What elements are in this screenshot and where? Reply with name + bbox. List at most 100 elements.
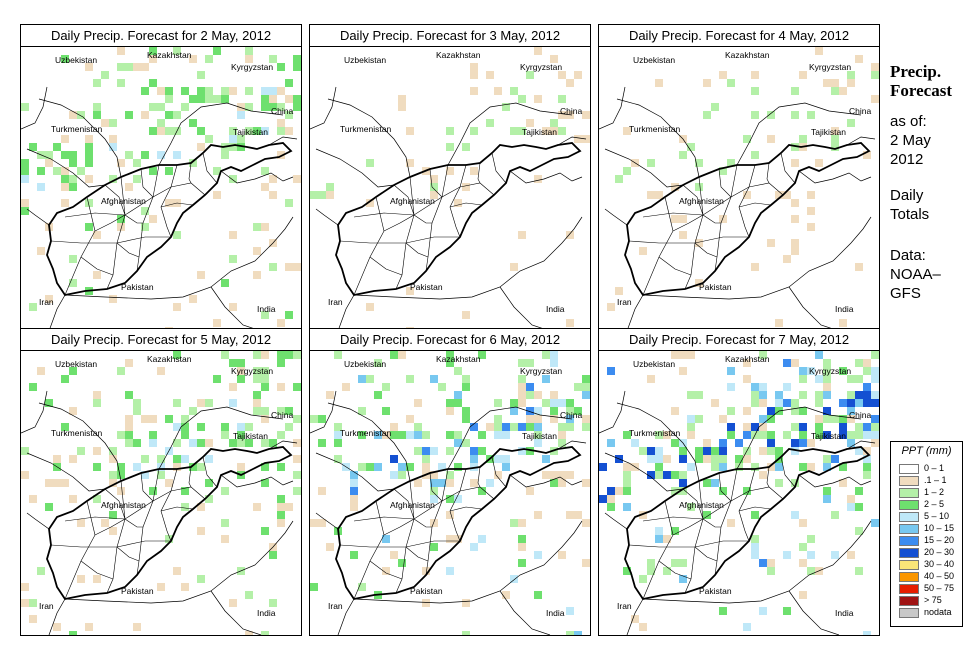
precip-cell — [229, 359, 237, 367]
precip-cell — [133, 175, 141, 183]
precip-cell — [518, 535, 526, 543]
precip-cell — [133, 63, 141, 71]
precip-cell — [21, 207, 29, 215]
precip-cell — [574, 631, 582, 635]
province-line — [140, 168, 154, 198]
precip-cell — [197, 439, 205, 447]
country-label-afghanistan: Afghanistan — [679, 500, 724, 510]
precip-cell — [390, 423, 398, 431]
precip-cell — [293, 487, 301, 495]
precip-cell — [117, 47, 125, 55]
precip-cell — [831, 79, 839, 87]
precip-cell — [574, 383, 582, 391]
precip-cell — [229, 255, 237, 263]
precip-cell — [229, 87, 237, 95]
precip-cell — [69, 111, 77, 119]
precip-cell — [165, 535, 173, 543]
precip-cell — [751, 383, 759, 391]
precip-cell — [566, 319, 574, 327]
province-line — [642, 196, 674, 296]
precip-cell — [767, 415, 775, 423]
country-label-uzbekistan: Uzbekistan — [344, 359, 386, 369]
precip-cell — [679, 471, 687, 479]
precip-cell — [574, 511, 582, 519]
precip-cell — [189, 119, 197, 127]
precip-cell — [93, 79, 101, 87]
precip-cell — [863, 447, 871, 455]
precip-cell — [406, 159, 414, 167]
precip-cell — [133, 439, 141, 447]
precip-cell — [430, 543, 438, 551]
precip-cell — [839, 367, 847, 375]
province-line — [353, 500, 385, 600]
precip-cell — [711, 463, 719, 471]
precip-cell — [727, 407, 735, 415]
precip-cell — [253, 407, 261, 415]
precip-cell — [29, 303, 37, 311]
precip-cell — [574, 135, 582, 143]
precip-cell — [197, 423, 205, 431]
province-line — [642, 500, 674, 600]
precip-cell — [462, 631, 470, 635]
precip-cell — [430, 471, 438, 479]
precip-cell — [815, 375, 823, 383]
precip-cell — [871, 399, 879, 407]
precip-cell — [767, 431, 775, 439]
precip-cell — [406, 287, 414, 295]
precip-cell — [77, 447, 85, 455]
precip-cell — [510, 399, 518, 407]
as-of-block: as of: 2 May 2012 — [890, 112, 931, 169]
precip-cell — [623, 431, 631, 439]
precip-cell — [293, 471, 301, 479]
province-line — [369, 560, 403, 580]
precip-cell — [173, 151, 181, 159]
precip-cell — [446, 447, 454, 455]
precip-cell — [863, 367, 871, 375]
country-label-india: India — [546, 304, 565, 314]
province-line — [50, 236, 171, 244]
precip-cells — [310, 47, 590, 331]
precip-cell — [350, 479, 358, 487]
border-line — [509, 474, 583, 488]
province-line — [429, 168, 443, 198]
precip-cell — [855, 423, 863, 431]
precip-cell — [277, 503, 285, 511]
precip-cells — [21, 47, 301, 331]
precip-cell — [310, 191, 318, 199]
precip-cell — [245, 103, 253, 111]
precip-cell — [342, 383, 350, 391]
precip-cell — [261, 375, 269, 383]
precip-cell — [494, 471, 502, 479]
precip-cell — [671, 487, 679, 495]
precip-cell — [542, 455, 550, 463]
precip-cell — [566, 399, 574, 407]
border-line — [509, 170, 583, 184]
precip-cell — [446, 511, 454, 519]
precip-cell — [831, 511, 839, 519]
precip-cell — [807, 191, 815, 199]
precip-cell — [213, 191, 221, 199]
precip-cell — [855, 567, 863, 575]
precip-cell — [502, 463, 510, 471]
border-line — [626, 294, 644, 331]
legend-label: 20 – 30 — [924, 547, 955, 557]
precip-cell — [93, 231, 101, 239]
precip-cell — [462, 415, 470, 423]
precip-cell — [45, 151, 53, 159]
precip-cell — [647, 471, 655, 479]
precip-cell — [534, 423, 542, 431]
precip-cell — [607, 367, 615, 375]
precip-cell — [422, 431, 430, 439]
precip-cell — [133, 463, 141, 471]
country-label-uzbekistan: Uzbekistan — [344, 55, 386, 65]
precip-cell — [125, 415, 133, 423]
precip-cell — [478, 431, 486, 439]
precip-cell — [783, 359, 791, 367]
precip-cell — [358, 407, 366, 415]
country-label-pakistan: Pakistan — [121, 586, 154, 596]
precip-cell — [823, 463, 831, 471]
precip-cell — [149, 431, 157, 439]
precip-cell — [181, 415, 189, 423]
precip-cell — [751, 263, 759, 271]
precip-cell — [687, 463, 695, 471]
